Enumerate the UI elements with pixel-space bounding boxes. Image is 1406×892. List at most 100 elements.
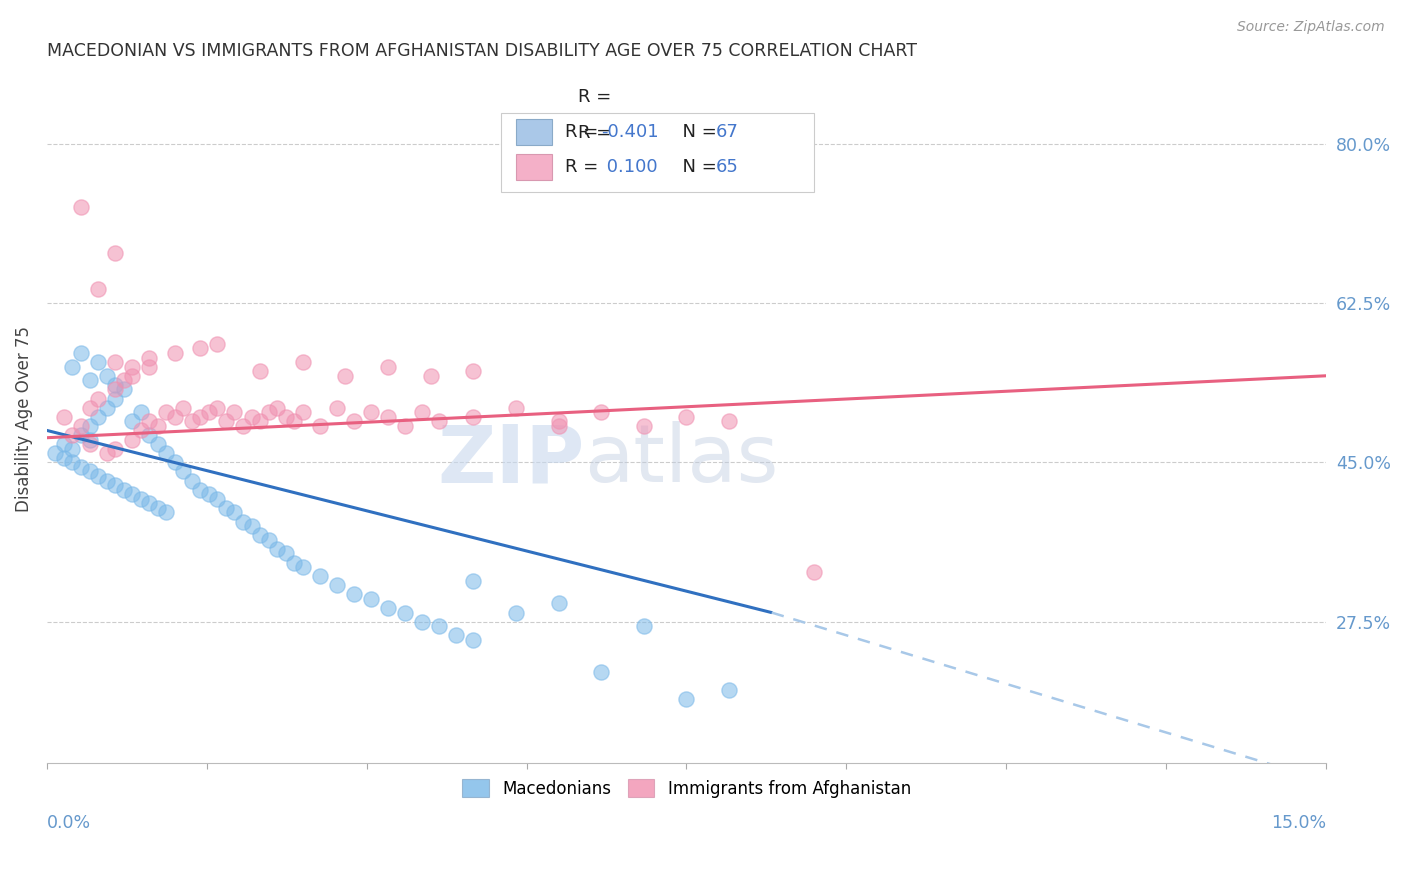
Point bbox=[394, 606, 416, 620]
Point bbox=[283, 414, 305, 428]
Text: R =: R = bbox=[565, 158, 605, 176]
Point bbox=[96, 368, 118, 383]
Point bbox=[87, 469, 110, 483]
Text: 65: 65 bbox=[716, 158, 738, 176]
Point bbox=[129, 405, 152, 419]
Point bbox=[79, 401, 101, 415]
Point bbox=[104, 245, 127, 260]
Y-axis label: Disability Age Over 75: Disability Age Over 75 bbox=[15, 326, 32, 512]
Text: 67: 67 bbox=[716, 123, 738, 141]
Point bbox=[675, 692, 697, 706]
Point bbox=[343, 414, 366, 428]
Point bbox=[121, 487, 143, 501]
Point bbox=[138, 351, 160, 365]
Point bbox=[427, 619, 450, 633]
Point bbox=[104, 478, 127, 492]
Point bbox=[335, 368, 357, 383]
Point bbox=[308, 569, 330, 583]
Text: R =: R = bbox=[565, 123, 605, 141]
Point bbox=[207, 337, 229, 351]
Text: 15.0%: 15.0% bbox=[1271, 814, 1326, 832]
Point bbox=[146, 437, 169, 451]
Point bbox=[79, 433, 101, 447]
Point bbox=[155, 405, 177, 419]
Point bbox=[240, 409, 263, 424]
FancyBboxPatch shape bbox=[501, 113, 814, 192]
Point bbox=[87, 355, 110, 369]
Point bbox=[112, 373, 135, 387]
Point bbox=[377, 409, 399, 424]
Point bbox=[79, 464, 101, 478]
Point bbox=[104, 383, 127, 397]
Point bbox=[146, 418, 169, 433]
Point bbox=[70, 200, 93, 214]
Point bbox=[104, 377, 127, 392]
Point bbox=[224, 405, 246, 419]
Point bbox=[633, 619, 655, 633]
Point bbox=[96, 401, 118, 415]
Point bbox=[138, 359, 160, 374]
Point bbox=[463, 574, 485, 588]
Point bbox=[718, 683, 741, 698]
Point bbox=[411, 405, 433, 419]
Point bbox=[190, 342, 212, 356]
Point bbox=[121, 414, 143, 428]
Legend: Macedonians, Immigrants from Afghanistan: Macedonians, Immigrants from Afghanistan bbox=[454, 771, 920, 806]
Point bbox=[240, 519, 263, 533]
Point bbox=[104, 355, 127, 369]
Text: atlas: atlas bbox=[583, 421, 779, 500]
Point bbox=[79, 418, 101, 433]
Point bbox=[138, 496, 160, 510]
Point bbox=[675, 409, 697, 424]
Point bbox=[62, 359, 84, 374]
Point bbox=[266, 401, 288, 415]
Point bbox=[112, 483, 135, 497]
Point bbox=[96, 474, 118, 488]
Point bbox=[257, 533, 280, 547]
Point bbox=[87, 282, 110, 296]
Point bbox=[172, 464, 194, 478]
Point bbox=[70, 428, 93, 442]
Point bbox=[249, 414, 271, 428]
Point bbox=[633, 418, 655, 433]
Point bbox=[232, 515, 254, 529]
Point bbox=[360, 405, 382, 419]
Point bbox=[155, 446, 177, 460]
Point bbox=[121, 368, 143, 383]
Point bbox=[419, 368, 441, 383]
Point bbox=[274, 546, 297, 560]
Point bbox=[326, 401, 349, 415]
Point bbox=[207, 401, 229, 415]
Point bbox=[180, 414, 202, 428]
Point bbox=[547, 597, 569, 611]
Point bbox=[308, 418, 330, 433]
Point bbox=[112, 383, 135, 397]
Point bbox=[427, 414, 450, 428]
Point bbox=[377, 601, 399, 615]
Point bbox=[155, 505, 177, 519]
Point bbox=[79, 437, 101, 451]
Point bbox=[377, 359, 399, 374]
Point bbox=[70, 418, 93, 433]
Point bbox=[180, 474, 202, 488]
Point bbox=[190, 409, 212, 424]
Point bbox=[394, 418, 416, 433]
Point bbox=[52, 450, 75, 465]
Point bbox=[52, 437, 75, 451]
Point bbox=[87, 409, 110, 424]
Point bbox=[232, 418, 254, 433]
Point bbox=[283, 556, 305, 570]
Point bbox=[326, 578, 349, 592]
Point bbox=[87, 392, 110, 406]
Point bbox=[718, 414, 741, 428]
Point bbox=[198, 405, 221, 419]
Point bbox=[463, 632, 485, 647]
Point bbox=[129, 424, 152, 438]
Point bbox=[360, 591, 382, 606]
Point bbox=[146, 500, 169, 515]
Text: -0.401: -0.401 bbox=[600, 123, 658, 141]
Point bbox=[249, 528, 271, 542]
Point bbox=[190, 483, 212, 497]
Text: N =: N = bbox=[671, 123, 723, 141]
Point bbox=[463, 409, 485, 424]
